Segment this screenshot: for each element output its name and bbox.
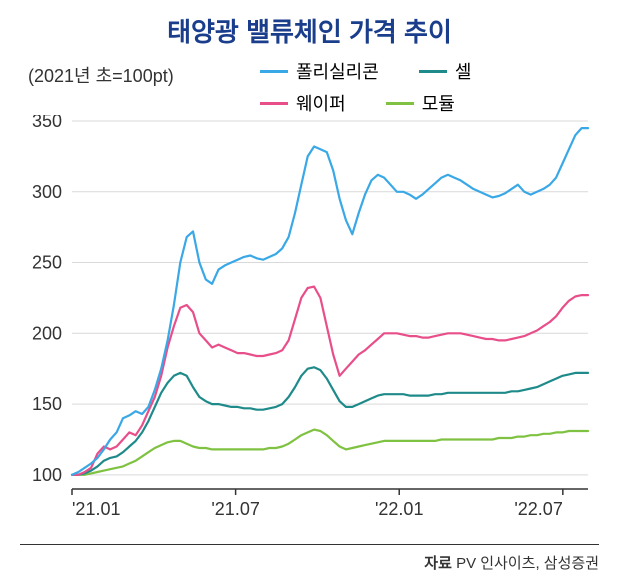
legend-row-1: 폴리실리콘 셀 [260, 58, 471, 84]
svg-text:150: 150 [32, 394, 62, 414]
svg-text:250: 250 [32, 253, 62, 273]
legend-label-polysilicon: 폴리실리콘 [296, 58, 379, 84]
svg-text:'21.01: '21.01 [72, 499, 120, 519]
footer-label: 자료 [424, 555, 452, 572]
svg-text:'21.07: '21.07 [211, 499, 259, 519]
legend-item-wafer: 웨이퍼 [260, 90, 346, 116]
legend-label-module: 모듈 [422, 90, 455, 116]
chart-footer: 자료 PV 인사이츠, 삼성증권 [424, 552, 599, 573]
legend-swatch-polysilicon [260, 70, 288, 73]
svg-text:350: 350 [32, 115, 62, 131]
svg-text:300: 300 [32, 182, 62, 202]
legend-swatch-module [386, 102, 414, 105]
legend-item-module: 모듈 [386, 90, 455, 116]
svg-text:'22.07: '22.07 [514, 499, 562, 519]
svg-text:'22.01: '22.01 [375, 499, 423, 519]
legend-item-polysilicon: 폴리실리콘 [260, 58, 379, 84]
legend: 폴리실리콘 셀 웨이퍼 모듈 [260, 58, 471, 116]
legend-label-cell: 셀 [455, 58, 472, 84]
chart-title: 태양광 밸류체인 가격 추이 [0, 0, 619, 49]
chart-subtitle: (2021년 초=100pt) [28, 62, 174, 88]
footer-divider [20, 544, 599, 545]
footer-text: PV 인사이츠, 삼성증권 [456, 555, 599, 572]
svg-text:200: 200 [32, 323, 62, 343]
legend-row-2: 웨이퍼 모듈 [260, 90, 471, 116]
svg-text:100: 100 [32, 465, 62, 485]
chart-container: 태양광 밸류체인 가격 추이 (2021년 초=100pt) 폴리실리콘 셀 웨… [0, 0, 619, 583]
legend-item-cell: 셀 [419, 58, 472, 84]
legend-swatch-cell [419, 70, 447, 73]
legend-label-wafer: 웨이퍼 [296, 90, 346, 116]
legend-swatch-wafer [260, 102, 288, 105]
chart-plot: 100 150 200 250 300 350 '21.01 '21.07 '22.01 '22.… [20, 115, 600, 525]
